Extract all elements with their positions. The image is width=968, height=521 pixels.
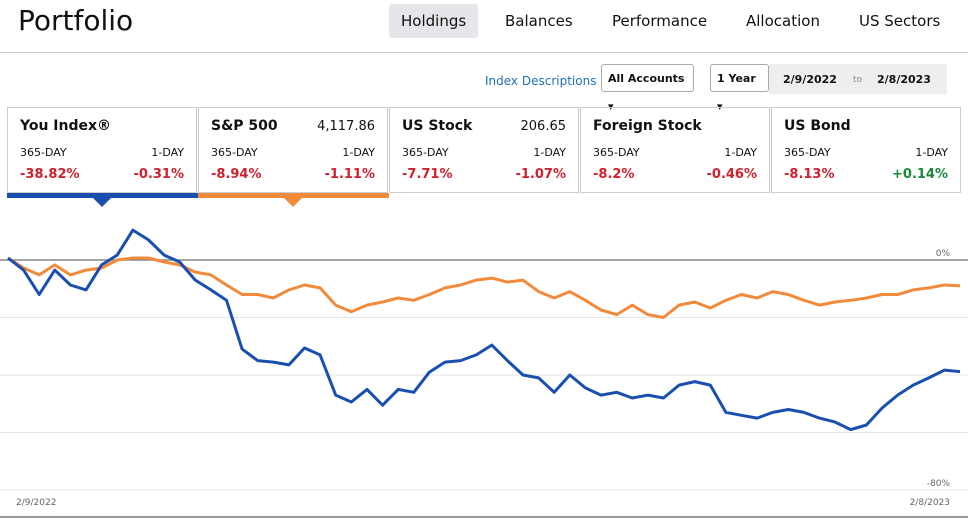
period-text: 1 Year bbox=[717, 72, 756, 85]
period-label: 365-DAY bbox=[784, 146, 831, 159]
change-value: -8.13% bbox=[784, 167, 835, 182]
period-label: 1-DAY bbox=[533, 146, 566, 159]
date-sep: to bbox=[853, 75, 863, 85]
nav-tab[interactable]: Performance bbox=[612, 12, 708, 30]
change-value: +0.14% bbox=[892, 167, 948, 182]
accounts-dropdown[interactable]: All Accounts ▾ bbox=[601, 64, 694, 113]
change-value: -0.31% bbox=[133, 167, 185, 182]
index-card[interactable]: US Stock 206.65 365-DAY 1-DAY -7.71% -1.07% bbox=[389, 107, 579, 193]
series-line bbox=[7, 256, 961, 319]
index-card[interactable]: S&P 500 4,117.86 365-DAY 1-DAY -8.94% -1.11% bbox=[198, 107, 388, 193]
change-value: -1.07% bbox=[515, 167, 567, 182]
y-tick-label: -80% bbox=[927, 479, 951, 489]
date-to: 2/8/2023 bbox=[877, 73, 931, 86]
index-card[interactable]: US Bond 365-DAY 1-DAY -8.13% +0.14% bbox=[771, 107, 961, 193]
period-label: 1-DAY bbox=[915, 146, 948, 159]
date-from: 2/9/2022 bbox=[783, 73, 837, 86]
change-value: -0.46% bbox=[706, 167, 758, 182]
card-name: S&P 500 bbox=[211, 118, 278, 134]
chart: 0% -80% 2/9/2022 2/8/2023 bbox=[0, 228, 968, 518]
change-value: -8.2% bbox=[593, 167, 635, 182]
change-value: -8.94% bbox=[211, 167, 262, 182]
change-value: -7.71% bbox=[402, 167, 453, 182]
card-underline bbox=[7, 193, 198, 198]
series-line bbox=[7, 228, 961, 432]
period-label: 1-DAY bbox=[151, 146, 184, 159]
card-name: Foreign Stock bbox=[593, 118, 702, 134]
index-card[interactable]: Foreign Stock 365-DAY 1-DAY -8.2% -0.46% bbox=[580, 107, 770, 193]
nav-tab[interactable]: US Sectors bbox=[859, 12, 941, 30]
card-name: US Bond bbox=[784, 118, 851, 134]
card-price: 4,117.86 bbox=[317, 119, 375, 134]
change-value: -1.11% bbox=[324, 167, 376, 182]
period-label: 1-DAY bbox=[342, 146, 375, 159]
period-label: 365-DAY bbox=[593, 146, 640, 159]
date-range[interactable]: 2/9/2022 to 2/8/2023 bbox=[769, 64, 947, 94]
period-dropdown[interactable]: 1 Year ▾ bbox=[710, 64, 769, 113]
change-value: -38.82% bbox=[20, 167, 80, 182]
nav-tab[interactable]: Allocation bbox=[746, 12, 820, 30]
y-tick-label: 0% bbox=[936, 249, 951, 259]
period-label: 365-DAY bbox=[402, 146, 449, 159]
period-label: 365-DAY bbox=[211, 146, 258, 159]
card-pointer bbox=[93, 198, 111, 207]
card-price: 206.65 bbox=[520, 119, 567, 134]
card-name: US Stock bbox=[402, 118, 473, 134]
accounts-text: All Accounts bbox=[608, 72, 685, 85]
card-name: You Index® bbox=[20, 118, 112, 134]
nav-tab[interactable]: Balances bbox=[505, 12, 573, 30]
divider bbox=[0, 52, 968, 53]
card-pointer bbox=[284, 198, 302, 207]
x-tick-label: 2/8/2023 bbox=[910, 498, 950, 508]
index-card[interactable]: You Index® 365-DAY 1-DAY -38.82% -0.31% bbox=[7, 107, 197, 193]
nav-tab[interactable]: Holdings bbox=[389, 4, 479, 38]
index-link[interactable]: Index Descriptions bbox=[485, 74, 597, 88]
page-title: Portfolio bbox=[18, 4, 134, 37]
period-label: 1-DAY bbox=[724, 146, 757, 159]
card-underline bbox=[198, 193, 389, 198]
x-tick-label: 2/9/2022 bbox=[16, 498, 56, 508]
period-label: 365-DAY bbox=[20, 146, 67, 159]
